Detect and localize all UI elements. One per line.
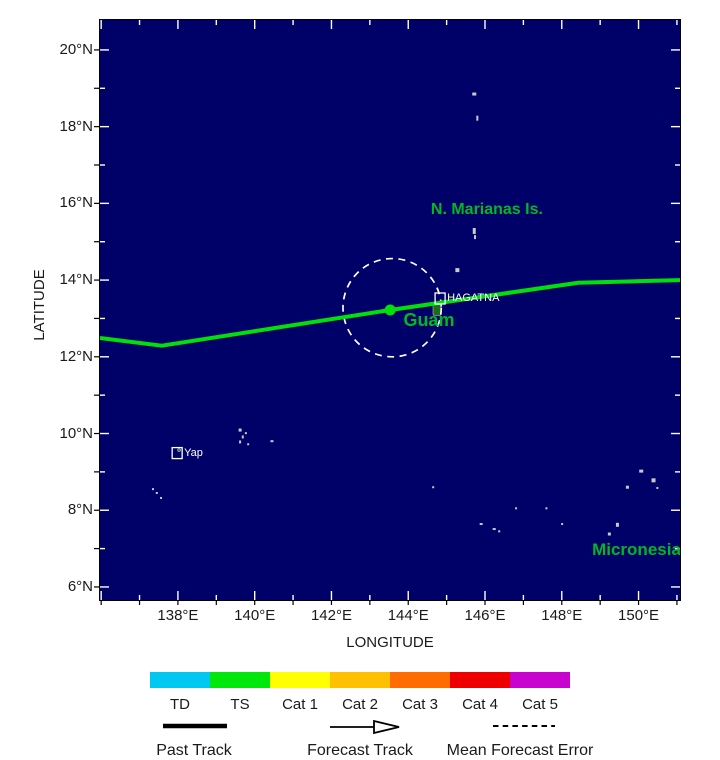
island [432,486,435,489]
city-label-yap: Yap [184,447,203,460]
island [625,485,629,489]
city-marker-square [171,446,183,460]
island [515,507,518,510]
island [639,469,644,473]
colorbar-segment-cat-5 [510,672,570,688]
place-label-n-marianas: N. Marianas Is. [430,201,543,219]
map-canvas [100,20,680,600]
island [498,530,501,533]
colorbar-segment-td [150,672,210,688]
y-axis-tick-label: 18°N [59,117,93,135]
category-label-cat-5: Cat 5 [522,696,558,713]
colorbar-segment-cat-3 [390,672,450,688]
island [270,440,274,443]
y-axis-tick-label: 12°N [59,347,93,365]
yap-island [177,448,181,452]
mean-forecast-error-label: Mean Forecast Error [446,742,594,759]
city-marker-square [434,292,446,305]
y-axis-tick-label: 16°N [59,194,93,212]
y-axis-tick-label: 8°N [67,501,93,519]
island [492,528,496,531]
city-label-hagatna: HAGATNA [447,292,500,305]
x-axis-tick-label: 140°E [234,607,276,624]
island [238,428,242,432]
island [561,523,564,526]
island [455,268,460,273]
island [160,496,163,499]
island [615,522,619,527]
y-axis-tick-label: 20°N [59,40,93,58]
colorbar-segment-cat-2 [330,672,390,688]
island [247,443,250,446]
place-label-micronesia: Micronesia [592,539,681,559]
category-label-cat-3: Cat 3 [402,696,438,713]
island [155,491,158,494]
island [241,435,244,439]
y-axis-tick-label: 6°N [67,577,93,595]
x-axis-tick-label: 146°E [464,607,506,624]
longitude-axis-title: LONGITUDE [346,634,434,651]
island [151,488,154,491]
colorbar-segment-cat-4 [450,672,510,688]
y-axis-tick-label: 10°N [59,424,93,442]
forecast-track-symbol [330,719,400,735]
forecast-track-label: Forecast Track [307,742,413,759]
island [476,115,479,121]
island [472,227,476,234]
x-axis-tick-label: 144°E [387,607,429,624]
colorbar-segment-cat-1 [270,672,330,688]
category-label-ts: TS [230,696,250,713]
x-axis-tick-label: 142°E [310,607,352,624]
island [656,486,659,489]
past-track-symbol [163,723,227,729]
category-label-td: TD [170,696,190,713]
mean-forecast-error-symbol [493,725,555,727]
island [607,532,611,536]
island [472,92,477,96]
island [244,432,247,435]
y-axis-tick-label: 14°N [59,271,93,289]
island [479,523,483,526]
x-axis-tick-label: 150°E [618,607,660,624]
intensity-colorbar [150,672,570,688]
forecast-error-circle [342,257,443,358]
x-axis-tick-label: 148°E [541,607,583,624]
island [474,235,477,240]
current-position-marker [384,304,396,316]
colorbar-segment-ts [210,672,270,688]
x-axis-tick-label: 138°E [157,607,199,624]
island [239,440,242,444]
past-track-label: Past Track [156,742,232,759]
island [651,478,656,483]
map: HAGATNA Yap N. Marianas Is. Guam Micronesia [99,19,681,601]
category-label-cat-2: Cat 2 [342,696,378,713]
place-label-guam: Guam [403,310,455,331]
island [545,507,548,510]
category-label-cat-1: Cat 1 [282,696,318,713]
category-label-cat-4: Cat 4 [462,696,498,713]
